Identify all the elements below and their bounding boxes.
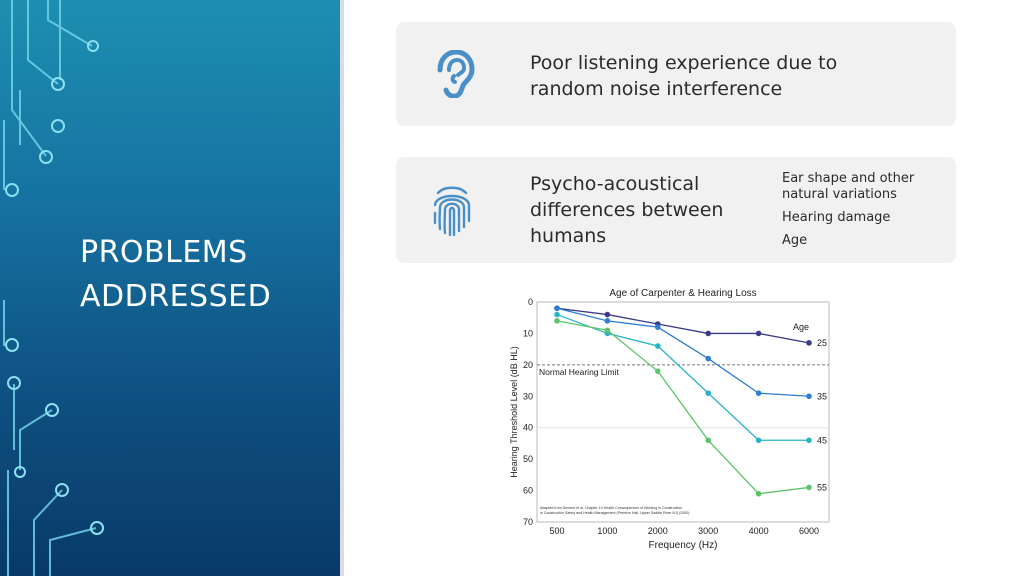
data-point [604, 318, 611, 324]
series-line-age-55 [556, 320, 810, 495]
series-line-age-25 [556, 307, 810, 344]
y-tick-label: 40 [523, 423, 533, 433]
series-line-age-35 [556, 307, 810, 397]
chart-svg: Age of Carpenter & Hearing Loss Hearing … [509, 288, 830, 551]
series-label-age-25: 25 [817, 338, 827, 348]
sub-factor-hearing-damage: Hearing damage [782, 210, 891, 225]
legend-title: Age [793, 322, 809, 332]
data-point [655, 343, 661, 349]
data-point [755, 390, 762, 396]
data-point [604, 311, 611, 318]
slide-title: PROBLEMS ADDRESSED [80, 235, 272, 314]
y-tick-label: 30 [523, 391, 533, 401]
hearing-loss-chart: Age of Carpenter & Hearing Loss Hearing … [505, 283, 841, 557]
problem-text-noise: Poor listening experience due to random … [530, 52, 838, 100]
series-label-age-35: 35 [817, 391, 827, 401]
data-point [755, 490, 762, 497]
chart-title: Age of Carpenter & Hearing Loss [609, 288, 756, 299]
x-tick-label: 1000 [597, 526, 617, 536]
series-line-age-45 [556, 313, 809, 441]
y-tick-label: 50 [523, 454, 533, 464]
sidebar-divider [340, 0, 344, 576]
data-point [705, 437, 711, 444]
sub-factor-ear-shape: Ear shape and other natural variations [782, 171, 915, 202]
y-tick-label: 70 [523, 517, 533, 527]
y-tick-label: 0 [528, 297, 533, 307]
series-label-age-45: 45 [817, 435, 827, 445]
plot-area [536, 301, 830, 523]
data-point [806, 393, 812, 400]
data-point [554, 318, 560, 324]
x-tick-label: 6000 [799, 526, 819, 536]
x-axis-label: Frequency (Hz) [649, 540, 718, 551]
data-point [554, 305, 560, 312]
circuit-decoration [3, 0, 104, 576]
x-tick-label: 3000 [698, 526, 718, 536]
y-axis-label: Hearing Threshold Level (dB HL) [509, 346, 519, 477]
chart-footnote-line-1: Adapted from Dement et al. Chapter 10 He… [540, 506, 682, 510]
sub-factor-list: Ear shape and other natural variations H… [782, 171, 914, 256]
data-point [755, 437, 762, 444]
data-point [755, 330, 762, 337]
sub-factor-age: Age [782, 233, 808, 248]
data-point [655, 324, 661, 330]
data-point [604, 327, 611, 334]
normal-hearing-limit-label: Normal Hearing Limit [539, 367, 619, 377]
sidebar-panel: PROBLEMS ADDRESSED [0, 0, 342, 576]
series-label-age-55: 55 [817, 482, 827, 492]
data-point [705, 390, 711, 396]
data-point [806, 484, 812, 491]
data-point [554, 311, 560, 318]
data-point [806, 437, 812, 444]
x-tick-label: 500 [549, 526, 564, 536]
problem-card-noise: Poor listening experience due to random … [396, 22, 956, 126]
problem-text-psychoacoustics: Psycho-acoustical differences between hu… [530, 173, 724, 247]
data-point [655, 368, 661, 374]
problem-card-psychoacoustics: Psycho-acoustical differences between hu… [396, 157, 956, 263]
data-point [806, 340, 812, 346]
y-tick-label: 10 [523, 328, 533, 338]
x-tick-label: 2000 [648, 526, 668, 536]
chart-footnote-line-2: in Construction Safety and Health Manage… [540, 511, 689, 515]
fingerprint-icon [432, 183, 472, 241]
y-tick-label: 20 [523, 360, 533, 370]
data-point [705, 330, 711, 337]
data-point [705, 355, 711, 362]
ear-icon [432, 49, 476, 102]
x-tick-label: 4000 [749, 526, 769, 536]
y-tick-label: 60 [523, 486, 533, 496]
